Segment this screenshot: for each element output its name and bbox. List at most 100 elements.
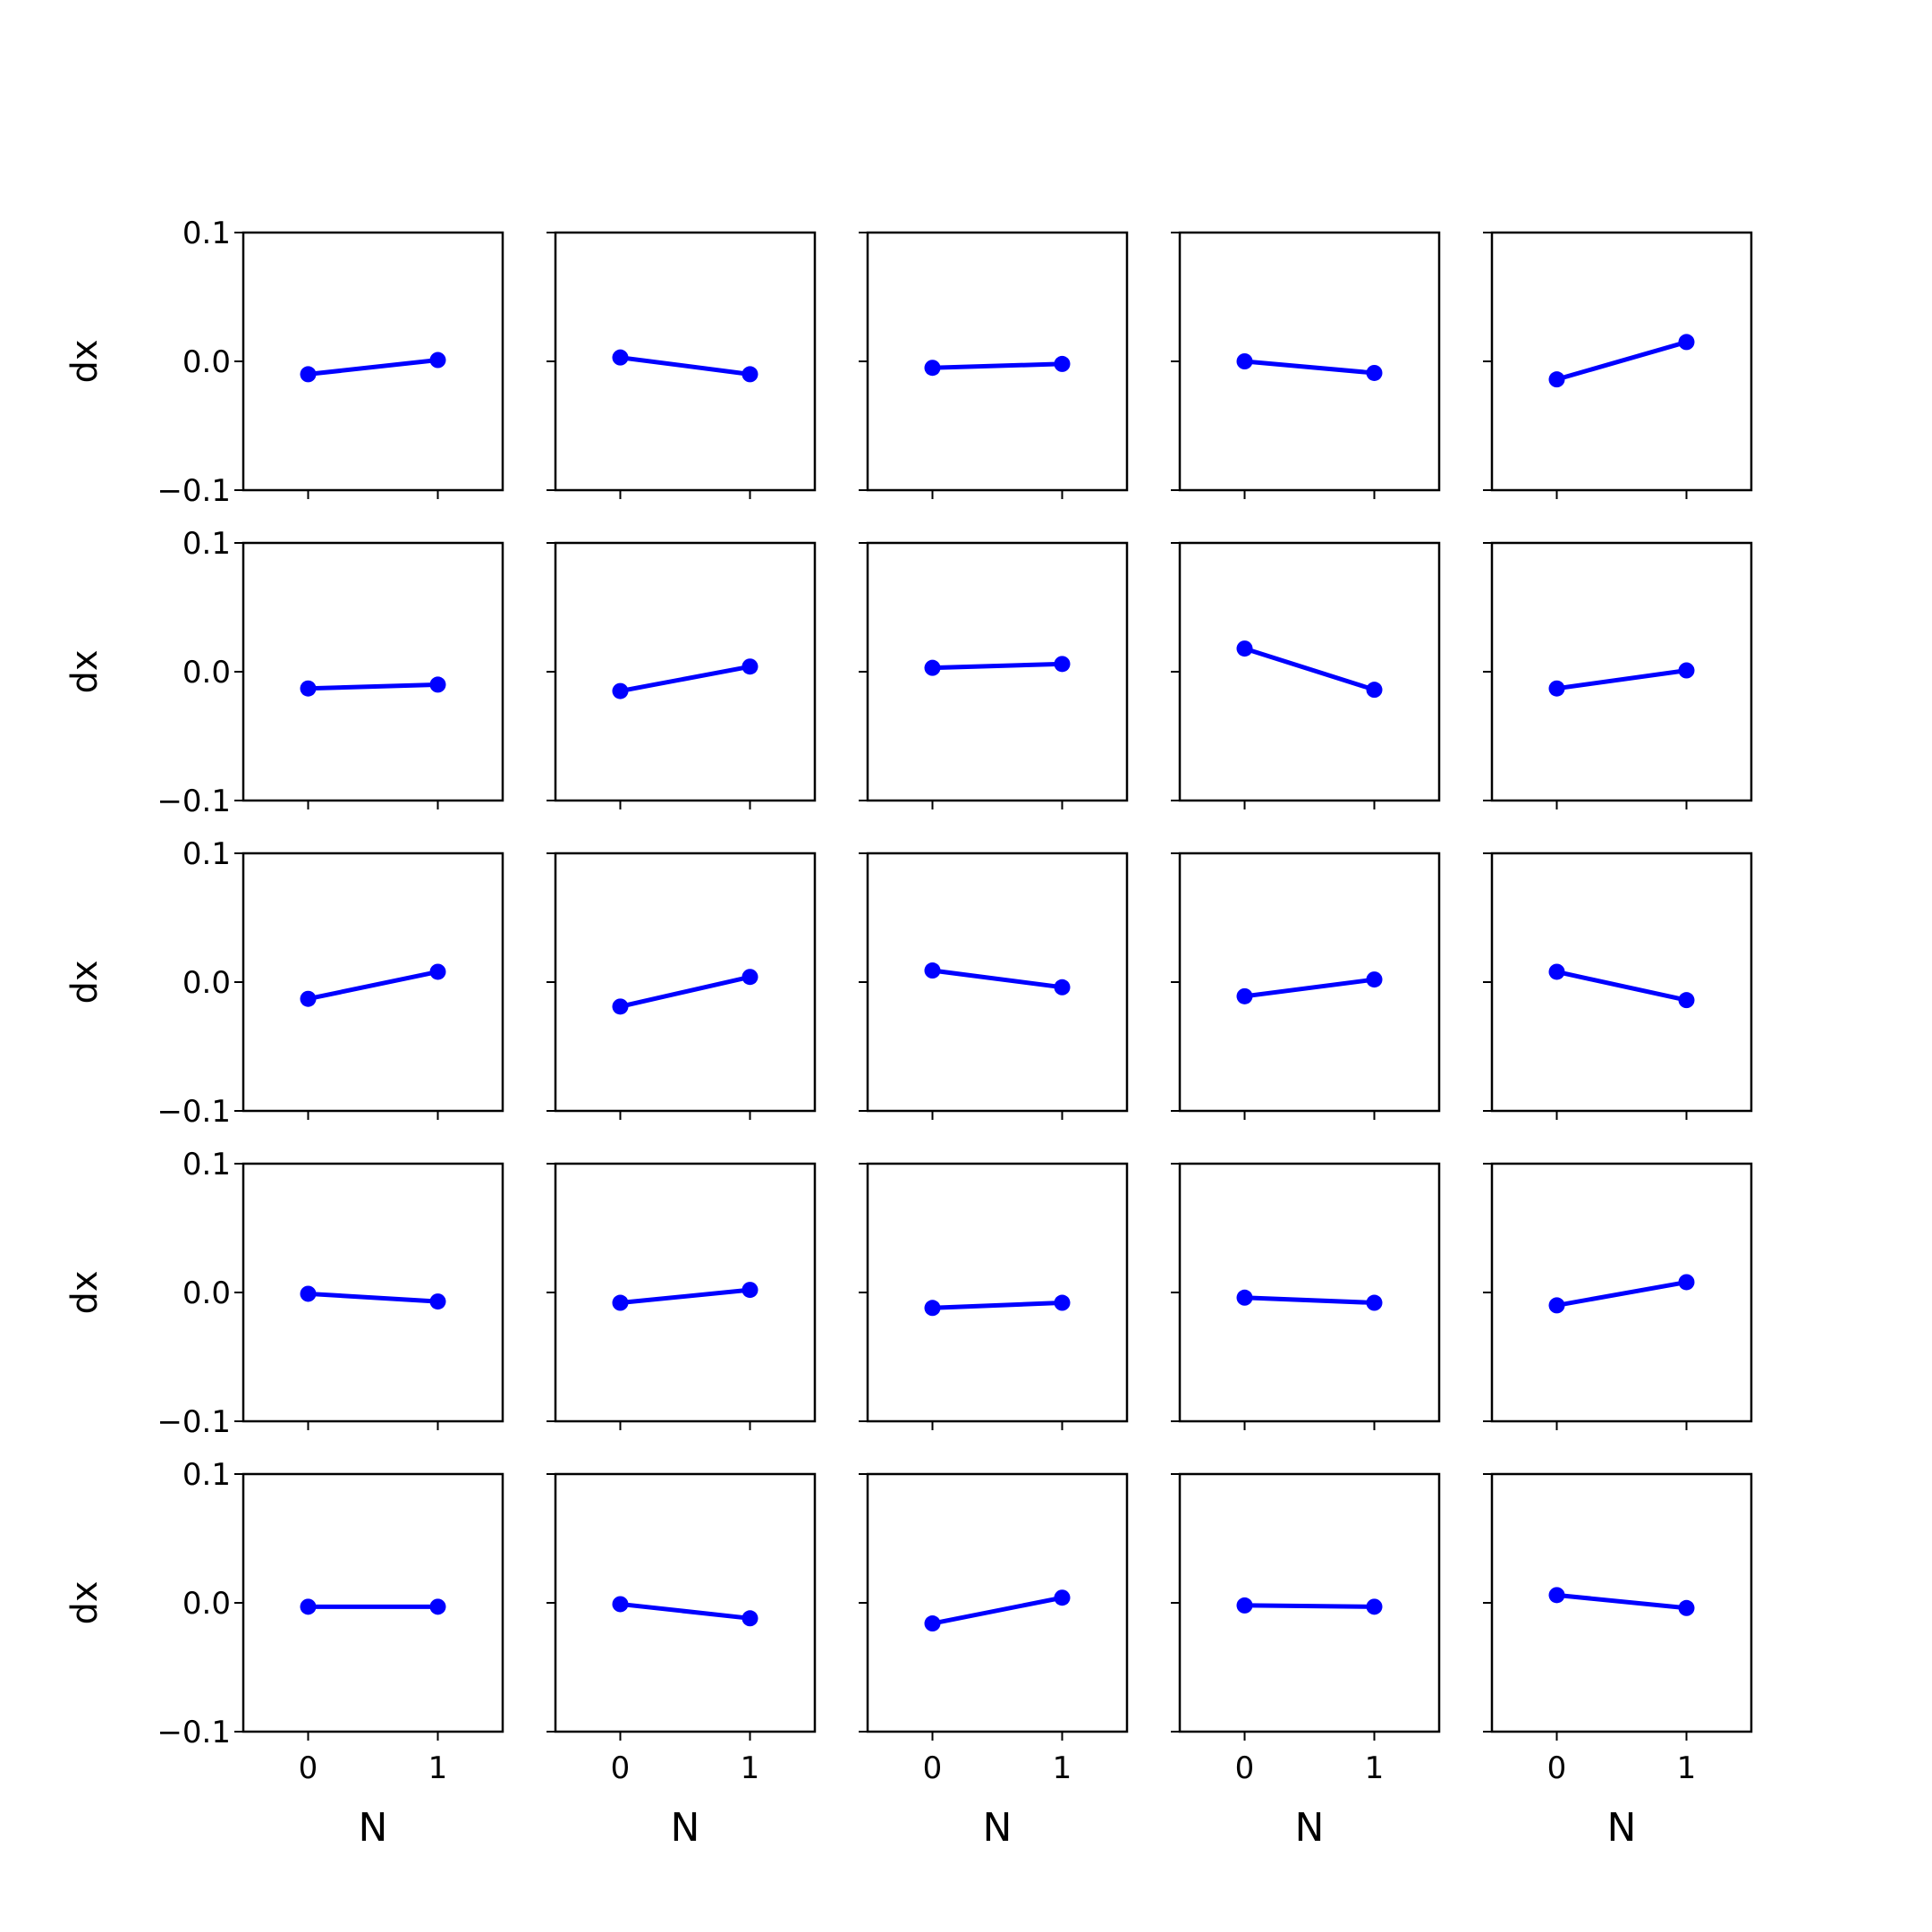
axes-frame <box>1178 231 1441 492</box>
subplot-r1-c4 <box>1171 231 1441 499</box>
series-line <box>305 969 441 1002</box>
x-tick-label: 0 <box>1235 1750 1255 1786</box>
x-tick-label: 1 <box>1365 1750 1385 1786</box>
axes-frame <box>1178 541 1441 802</box>
data-point <box>300 990 317 1007</box>
axes-frame <box>554 1162 817 1423</box>
y-tick-label: 0.1 <box>182 216 231 251</box>
data-point <box>1366 971 1383 988</box>
series-line <box>1554 1279 1690 1309</box>
y-tick-label: 0.0 <box>182 965 231 1001</box>
y-tick-label: 0.0 <box>182 655 231 691</box>
x-axis-label: N <box>359 1805 388 1851</box>
axes-frame <box>866 541 1129 802</box>
series-line <box>1554 1592 1690 1611</box>
series-line <box>305 357 441 377</box>
x-axis-label: N <box>671 1805 700 1851</box>
data-point <box>300 1285 317 1302</box>
x-tick-label: 0 <box>1547 1750 1567 1786</box>
subplot-r4-c3 <box>859 1162 1129 1430</box>
y-axis-label: dx <box>64 960 106 1004</box>
subplot-r2-c4 <box>1171 541 1441 809</box>
data-point <box>612 682 629 699</box>
subplot-r1-c1: 0.1 0.0 −0.1 dx <box>64 216 504 509</box>
subplot-r2-c5 <box>1483 541 1753 809</box>
series-line <box>617 1287 753 1306</box>
subplot-r1-c3 <box>859 231 1129 499</box>
axes-frame <box>866 852 1129 1113</box>
y-tick-label: 0.1 <box>182 526 231 562</box>
series-line <box>929 968 1065 990</box>
data-point <box>429 352 446 369</box>
y-tick-label: −0.1 <box>157 1715 231 1750</box>
data-point <box>1548 371 1565 388</box>
axes-frame <box>242 852 504 1113</box>
x-axis-label: N <box>983 1805 1013 1851</box>
data-point <box>300 1598 317 1615</box>
x-tick-label: 0 <box>611 1750 631 1786</box>
subplot-r4-c4 <box>1171 1162 1441 1430</box>
subplot-r3-c4 <box>1171 852 1441 1120</box>
y-axis-label: dx <box>64 1580 106 1624</box>
series-line <box>1554 969 1690 1004</box>
data-point <box>1054 1589 1071 1606</box>
data-point <box>1548 963 1565 980</box>
data-point <box>1236 987 1253 1004</box>
data-point <box>1236 640 1253 657</box>
data-point <box>1236 1597 1253 1614</box>
x-tick-label: 1 <box>428 1750 448 1786</box>
axes-frame <box>554 541 817 802</box>
data-point <box>924 962 941 979</box>
series-line <box>617 974 753 1010</box>
data-point <box>429 963 446 980</box>
data-point <box>1548 1587 1565 1604</box>
data-point <box>612 998 629 1015</box>
subplot-r1-c5 <box>1483 231 1753 499</box>
subplot-r2-c3 <box>859 541 1129 809</box>
y-tick-label: −0.1 <box>157 473 231 509</box>
series-line <box>305 1291 441 1304</box>
subplot-r4-c5 <box>1483 1162 1753 1430</box>
data-point <box>741 969 758 986</box>
data-point <box>741 366 758 383</box>
subplot-r5-c3: 0 1 N <box>859 1472 1129 1851</box>
axes-frame <box>866 1162 1129 1423</box>
subplot-r3-c3 <box>859 852 1129 1120</box>
x-tick-label: 1 <box>741 1750 760 1786</box>
subplot-r2-c2 <box>547 541 817 809</box>
subplot-r5-c2: 0 1 N <box>547 1472 817 1851</box>
axes-frame <box>1490 541 1753 802</box>
y-tick-label: 0.0 <box>182 1275 231 1311</box>
data-point <box>1678 1599 1695 1616</box>
data-point <box>300 366 317 383</box>
x-axis-label: N <box>1607 1805 1637 1851</box>
axes-frame <box>554 231 817 492</box>
data-point <box>741 658 758 675</box>
data-point <box>741 1610 758 1627</box>
axes-frame <box>1490 1162 1753 1423</box>
y-tick-label: 0.0 <box>182 1586 231 1622</box>
series-line <box>617 1601 753 1622</box>
axes-frame <box>554 852 817 1113</box>
axes-frame <box>242 1472 504 1733</box>
axes-frame <box>1490 1472 1753 1733</box>
data-point <box>429 1293 446 1310</box>
data-point <box>741 1282 758 1299</box>
y-tick-label: −0.1 <box>157 1404 231 1440</box>
data-point <box>1054 1294 1071 1311</box>
axes-frame <box>1178 1162 1441 1423</box>
data-point <box>1548 680 1565 697</box>
data-point <box>1054 979 1071 996</box>
data-point <box>429 1598 446 1615</box>
y-tick-label: −0.1 <box>157 1094 231 1130</box>
series-line <box>1241 645 1377 693</box>
subplot-r1-c2 <box>547 231 817 499</box>
series-line <box>929 361 1065 370</box>
data-point <box>924 1615 941 1632</box>
data-point <box>1678 662 1695 679</box>
series-line <box>929 1300 1065 1310</box>
data-point <box>300 680 317 697</box>
axes-frame <box>1490 852 1753 1113</box>
data-point <box>1236 1289 1253 1306</box>
